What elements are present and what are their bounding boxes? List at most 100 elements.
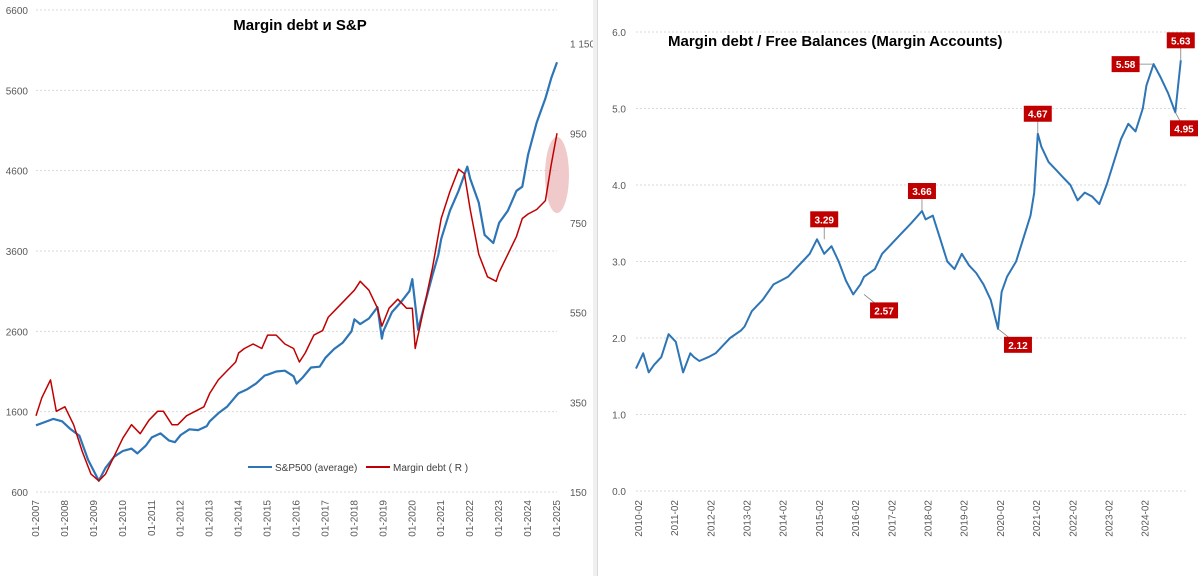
margin-free-balances-chart: 0.0 1.0 2.0 3.0 4.0 5.0 6.0 2010-02 2011-02 2012… — [612, 28, 1198, 537]
callout-box — [1111, 56, 1140, 73]
x-tick-label: 01-2007 — [31, 500, 42, 537]
margin-debt-highlight-ellipse — [545, 137, 569, 213]
callout-box — [1170, 120, 1198, 137]
x-tick-label: 01-2012 — [176, 500, 187, 537]
x-tick-label: 01-2011 — [147, 500, 158, 536]
right-series-line — [635, 60, 1182, 374]
x-tick-label: 01-2020 — [407, 500, 418, 537]
right-chart-x-tick-label: 2014-02 — [779, 500, 790, 537]
callout-5.58: 5.58 — [1111, 56, 1154, 73]
x-tick-label: 01-2018 — [349, 500, 360, 537]
right-chart-y-tick-label: 5.0 — [612, 105, 626, 116]
x-tick-label: 01-2010 — [118, 500, 129, 537]
left-chart-title: Margin debt и S&P — [233, 17, 366, 34]
callout-label: 4.95 — [1174, 124, 1194, 135]
callout-4.95: 4.95 — [1170, 112, 1198, 137]
callout-box — [870, 302, 899, 319]
x-tick-label: 01-2016 — [292, 500, 303, 537]
right-chart-y-tick-label: 3.0 — [612, 258, 626, 269]
callout-3.29: 3.29 — [810, 211, 839, 240]
x-tick-label: 01-2013 — [205, 500, 216, 537]
right-chart-y-tick-label: 4.0 — [612, 181, 626, 192]
left-y-tick-label: 3600 — [6, 247, 29, 258]
right-chart-y-axis-ticks: 0.0 1.0 2.0 3.0 4.0 5.0 6.0 — [612, 28, 626, 498]
left-y-tick-label: 1600 — [6, 408, 29, 419]
right-chart-x-tick-label: 2024-02 — [1141, 500, 1152, 537]
left-y-tick-label: 6600 — [6, 6, 29, 17]
ratio-line — [635, 60, 1182, 374]
x-tick-label: 01-2022 — [465, 500, 476, 537]
callout-box — [1003, 336, 1032, 353]
left-x-axis-ticks: 01-2007 01-2008 01-2009 01-2010 01-2011 01-20… — [31, 500, 563, 537]
x-tick-label: 01-2019 — [378, 500, 389, 537]
right-callouts: 3.29 2.57 3.66 2.12 4.67 5.58 4.95 5.63 — [810, 32, 1198, 353]
spx-line — [35, 61, 559, 482]
callout-2.12: 2.12 — [997, 328, 1032, 353]
x-tick-label: 01-2021 — [436, 500, 447, 537]
right-chart-x-tick-label: 2017-02 — [887, 500, 898, 537]
margin-debt-sp-chart: 600 1600 2600 3600 4600 5600 6600 150 350 550 750… — [6, 6, 596, 537]
right-chart-x-tick-label: 2013-02 — [742, 500, 753, 537]
left-y-tick-label: 5600 — [6, 86, 29, 97]
right-y-tick-label: 950 — [570, 129, 587, 140]
callout-label: 2.57 — [874, 306, 894, 317]
callout-label: 4.67 — [1028, 110, 1048, 121]
right-y-tick-label: 750 — [570, 219, 587, 230]
right-chart-x-tick-label: 2015-02 — [815, 500, 826, 537]
right-y-tick-label: 350 — [570, 398, 587, 409]
right-y-tick-label: 150 — [570, 488, 587, 499]
right-chart-x-tick-label: 2019-02 — [960, 500, 971, 537]
right-chart-y-tick-label: 0.0 — [612, 487, 626, 498]
callout-box — [810, 211, 839, 228]
right-chart-x-tick-label: 2011-02 — [670, 500, 681, 536]
right-chart-x-tick-label: 2021-02 — [1032, 500, 1043, 537]
right-chart-y-tick-label: 2.0 — [612, 334, 626, 345]
left-chart-panel: 600 1600 2600 3600 4600 5600 6600 150 350 550 750… — [0, 0, 596, 576]
right-gridlines — [636, 31, 1188, 492]
right-chart-x-tick-label: 2018-02 — [923, 500, 934, 537]
callout-box — [1166, 32, 1195, 49]
x-tick-label: 01-2024 — [523, 500, 534, 537]
callout-label: 5.58 — [1116, 60, 1136, 71]
callout-2.57: 2.57 — [863, 294, 899, 319]
x-tick-label: 01-2008 — [60, 500, 71, 537]
callout-5.63: 5.63 — [1166, 32, 1195, 61]
x-tick-label: 01-2015 — [263, 500, 274, 537]
right-y-axis-ticks: 150 350 550 750 950 1 150 — [570, 40, 595, 499]
right-chart-title: Margin debt / Free Balances (Margin Acco… — [668, 33, 1003, 50]
callout-box — [1023, 105, 1052, 122]
callout-box — [907, 183, 936, 200]
right-chart-x-tick-label: 2012-02 — [706, 500, 717, 537]
callout-label: 3.29 — [814, 215, 834, 226]
right-chart-x-tick-label: 2020-02 — [996, 500, 1007, 537]
x-tick-label: 01-2014 — [234, 500, 245, 537]
right-chart-y-tick-label: 6.0 — [612, 28, 626, 39]
left-y-tick-label: 600 — [11, 488, 28, 499]
x-tick-label: 01-2017 — [320, 500, 331, 537]
callout-label: 5.63 — [1171, 36, 1191, 47]
left-gridlines — [36, 9, 557, 493]
right-chart-y-tick-label: 1.0 — [612, 411, 626, 422]
panel-divider — [593, 0, 597, 576]
legend-label-margin: Margin debt ( R ) — [393, 463, 468, 474]
callout-4.67: 4.67 — [1023, 105, 1052, 134]
right-chart-x-tick-label: 2016-02 — [851, 500, 862, 537]
left-series-lines — [35, 61, 559, 482]
callout-3.66: 3.66 — [907, 183, 936, 212]
right-y-tick-label: 550 — [570, 309, 587, 320]
left-y-tick-label: 4600 — [6, 167, 29, 178]
legend: S&P500 (average) Margin debt ( R ) — [248, 463, 468, 474]
x-tick-label: 01-2009 — [89, 500, 100, 537]
left-y-tick-label: 2600 — [6, 327, 29, 338]
right-chart-x-tick-label: 2010-02 — [634, 500, 645, 537]
right-chart-x-axis-ticks: 2010-02 2011-02 2012-02 2013-02 2014-02 2015-… — [634, 500, 1152, 537]
right-y-tick-label: 1 150 — [570, 40, 595, 51]
x-tick-label: 01-2023 — [494, 500, 505, 537]
right-chart-x-tick-label: 2023-02 — [1104, 500, 1115, 537]
callout-label: 2.12 — [1008, 341, 1028, 352]
right-chart-panel: 0.0 1.0 2.0 3.0 4.0 5.0 6.0 2010-02 2011-02 2012… — [597, 0, 1200, 576]
left-y-axis-ticks: 600 1600 2600 3600 4600 5600 6600 — [6, 6, 29, 499]
x-tick-label: 01-2025 — [552, 500, 563, 537]
right-chart-x-tick-label: 2022-02 — [1068, 500, 1079, 537]
callout-label: 3.66 — [912, 187, 932, 198]
